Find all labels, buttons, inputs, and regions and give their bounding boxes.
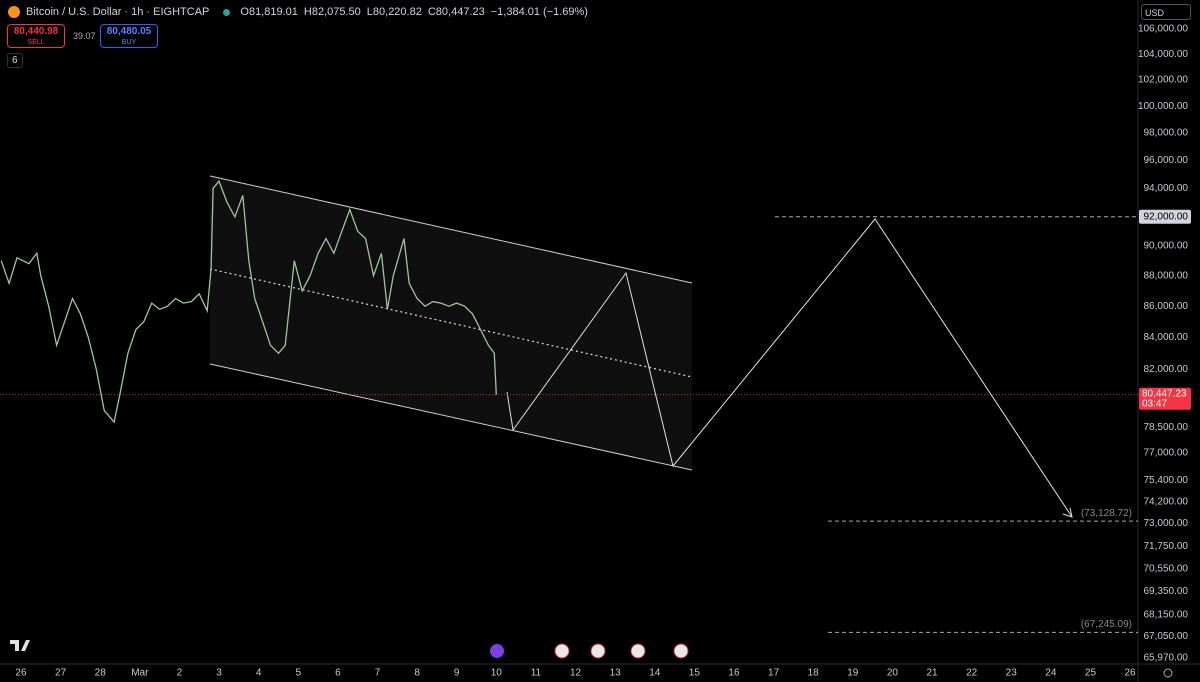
x-tick-label: 26 [1125, 668, 1137, 679]
y-tick-label: 70,550.00 [1144, 563, 1189, 574]
x-tick-label: 18 [808, 668, 820, 679]
y-tick-label: 71,750.00 [1144, 541, 1189, 552]
y-tick-label: 86,000.00 [1144, 301, 1189, 312]
high: H82,075.50 [303, 6, 361, 18]
buy-price: 80,480.05 [106, 26, 152, 37]
x-tick-label: 8 [414, 668, 420, 679]
y-tick-label: 90,000.00 [1144, 241, 1189, 252]
x-tick-label: 24 [1045, 668, 1057, 679]
y-tick-label: 65,970.00 [1144, 652, 1189, 663]
y-tick-label: 78,500.00 [1144, 422, 1189, 433]
y-tick-label: 73,000.00 [1144, 518, 1189, 529]
x-tick-label: 17 [768, 668, 780, 679]
y-tick-label: 98,000.00 [1144, 128, 1189, 139]
x-tick-label: 9 [454, 668, 460, 679]
logo [10, 640, 30, 651]
x-tick-label: 7 [375, 668, 381, 679]
price-label: 80,447.23 [1142, 388, 1187, 399]
x-tick-label: 21 [926, 668, 938, 679]
x-tick-label: 4 [256, 668, 262, 679]
y-tick-label: 84,000.00 [1144, 332, 1189, 343]
close: C80,447.23 [427, 6, 485, 18]
y-tick-label: 74,200.00 [1144, 497, 1189, 508]
arrow-head [1062, 507, 1073, 518]
projection-path [506, 218, 1073, 518]
y-tick-label: 68,150.00 [1144, 609, 1189, 620]
open: O81,819.01 [240, 6, 298, 18]
buy-label: BUY [121, 39, 137, 46]
x-tick-label: Mar [131, 668, 149, 679]
x-tick-label: 15 [689, 668, 701, 679]
y-tick-label: 100,000.00 [1138, 101, 1188, 112]
price-label-box [1139, 387, 1191, 410]
change: −1,384.01 (−1.69%) [490, 6, 588, 18]
status-dot [223, 8, 231, 16]
coin-icon [8, 6, 20, 18]
y-tick-label: 102,000.00 [1138, 75, 1188, 86]
low: L80,220.82 [366, 6, 422, 18]
x-tick-label: 23 [1006, 668, 1018, 679]
level-label-box [1139, 209, 1191, 224]
y-tick-label: 75,400.00 [1144, 475, 1189, 486]
level-label: (73,128.72) [1081, 508, 1132, 519]
x-tick-label: 11 [531, 668, 542, 679]
x-tick-label: 26 [15, 668, 27, 679]
sell-label: SELL [27, 39, 45, 46]
x-tick-label: 28 [95, 668, 107, 679]
x-tick-label: 6 [335, 668, 341, 679]
x-tick-label: 12 [570, 668, 582, 679]
x-tick-label: 25 [1085, 668, 1097, 679]
event-icon [554, 643, 570, 659]
y-tick-label: 104,000.00 [1138, 49, 1188, 60]
symbol-header: Bitcoin / U.S. Dollar · 1h · EIGHTCAP O8… [8, 6, 588, 18]
y-tick-label: 94,000.00 [1144, 183, 1189, 194]
y-tick-label: 67,050.00 [1144, 631, 1189, 642]
symbol: Bitcoin / U.S. Dollar · 1h · EIGHTCAP [26, 6, 210, 18]
x-tick-label: 13 [610, 668, 622, 679]
buy-button[interactable]: 80,480.05 BUY [100, 24, 158, 48]
y-tick-label: 77,000.00 [1144, 447, 1189, 458]
x-tick-label: 27 [55, 668, 67, 679]
drawings [209, 175, 1073, 518]
y-tick-label: 106,000.00 [1138, 24, 1188, 35]
x-tick-label: 14 [649, 668, 661, 679]
x-tick-label: 5 [295, 668, 301, 679]
countdown: 03:47 [1142, 398, 1167, 409]
price-line-series [0, 179, 497, 424]
event-icon [490, 644, 504, 658]
level-label: (67,245.09) [1081, 619, 1132, 630]
spread: 39.07 [73, 31, 96, 41]
sell-price: 80,440.98 [13, 26, 59, 37]
x-tick-label: 3 [216, 668, 222, 679]
y-tick-label: 69,350.00 [1144, 586, 1189, 597]
x-tick-label: 10 [491, 668, 503, 679]
y-tick-label: 88,000.00 [1144, 270, 1189, 281]
channel-upper [209, 175, 693, 284]
x-tick-label: 22 [966, 668, 978, 679]
sell-button[interactable]: 80,440.98 SELL [7, 24, 65, 48]
event-icons [490, 643, 689, 659]
event-icon [673, 643, 689, 659]
indicators-toggle[interactable]: 6 [7, 53, 23, 68]
currency-select[interactable]: USD [1141, 4, 1191, 20]
channel-mid [209, 268, 693, 378]
channel-lower [209, 363, 693, 471]
x-tick-label: 2 [177, 668, 183, 679]
y-tick-label: 96,000.00 [1144, 155, 1189, 166]
event-icon [630, 643, 646, 659]
x-tick-label: 19 [847, 668, 859, 679]
y-tick-label: 82,000.00 [1144, 364, 1189, 375]
event-icon [590, 643, 606, 659]
level-label: 92,000.00 [1144, 211, 1189, 222]
x-tick-label: 16 [728, 668, 740, 679]
x-tick-label: 20 [887, 668, 899, 679]
settings-icon[interactable] [1163, 668, 1173, 678]
